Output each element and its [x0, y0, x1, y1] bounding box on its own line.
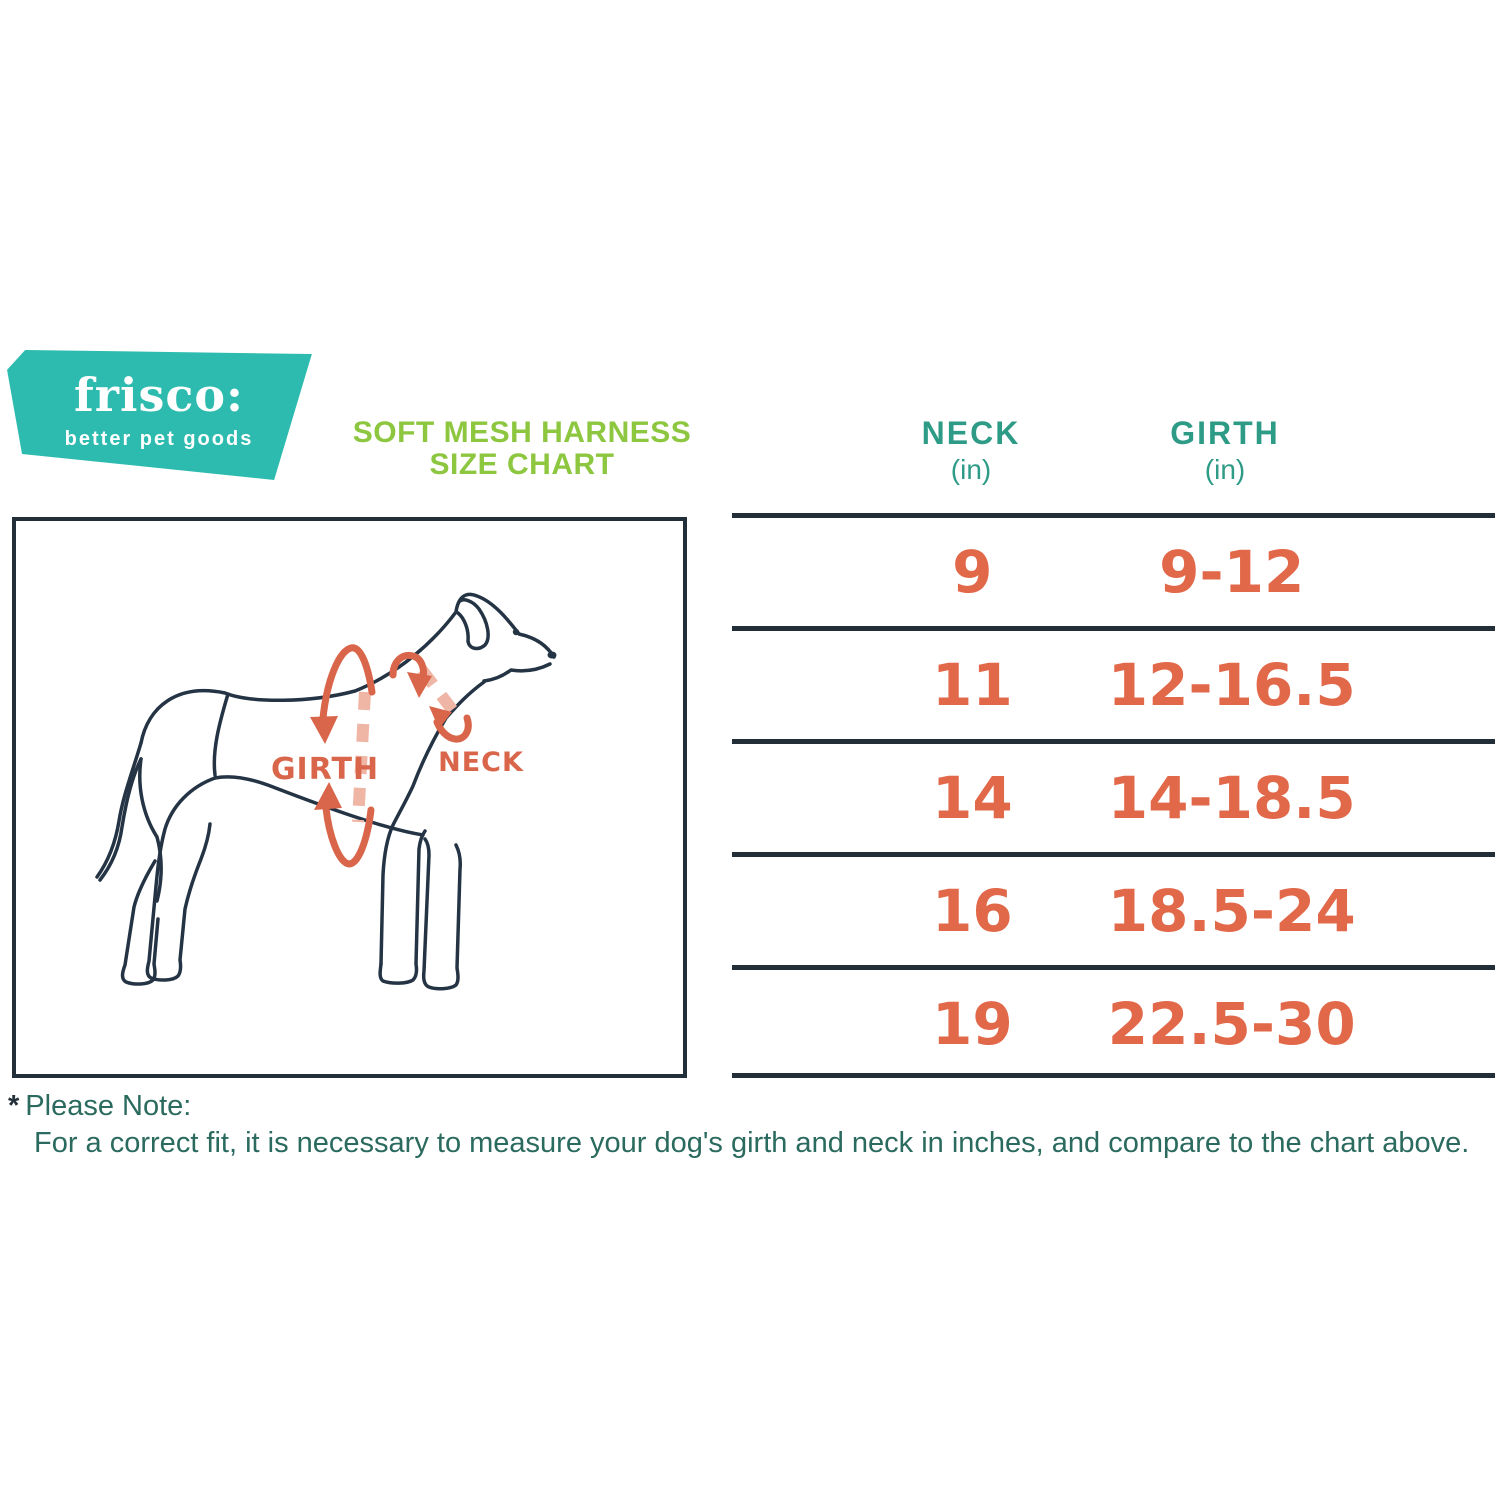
neck-header-unit: (in) — [950, 454, 992, 485]
dog-tail-inner-line — [98, 757, 143, 882]
girth-value: 22.5-30 — [1107, 990, 1356, 1058]
neck-down-arrow-icon — [407, 672, 432, 698]
note-heading: Please Note: — [25, 1090, 192, 1122]
dog-eye — [512, 628, 520, 636]
dog-rear-leg-near — [145, 776, 217, 982]
dog-diagram: GIRTH NECK — [12, 517, 687, 1078]
girth-label: GIRTH — [271, 752, 379, 787]
neck-value: 11 — [931, 651, 1013, 719]
brand-logo: frisco: — [73, 368, 245, 422]
girth-down-arrow-icon — [310, 716, 338, 744]
neck-up-arrow-icon — [429, 706, 452, 729]
dog-body-top-line — [139, 592, 556, 745]
girth-value: 12-16.5 — [1107, 651, 1356, 719]
dog-belly-line — [213, 775, 425, 837]
girth-header-label: GIRTH — [1170, 415, 1280, 451]
table-row: 11 12-16.5 — [732, 626, 1495, 739]
column-header-girth: GIRTH (in) — [1170, 415, 1280, 486]
girth-loop-lower-arc — [322, 804, 375, 868]
chart-title-line2: SIZE CHART — [429, 448, 615, 481]
dog-chest-line — [379, 680, 486, 966]
dog-thigh-back-line — [138, 757, 163, 903]
dog-front-leg-far — [421, 837, 462, 991]
neck-loop-upper-arc — [389, 651, 427, 682]
column-header-neck: NECK (in) — [922, 415, 1021, 486]
note-heading-line: * Please Note: — [8, 1090, 191, 1123]
girth-value: 18.5-24 — [1107, 877, 1356, 945]
chart-title-line1: SOFT MESH HARNESS — [352, 416, 692, 449]
girth-up-arrow-icon — [314, 782, 342, 810]
dog-ear — [456, 598, 490, 651]
girth-loop-upper-arc — [319, 644, 376, 722]
note-body: For a correct fit, it is necessary to me… — [34, 1127, 1470, 1159]
brand-banner: frisco: better pet goods — [7, 349, 312, 480]
dog-rear-leg-far — [120, 859, 160, 986]
neck-value: 9 — [952, 538, 993, 606]
table-row: 14 14-18.5 — [732, 739, 1495, 852]
dog-thigh-contour-line — [212, 692, 230, 777]
neck-label: NECK — [438, 747, 524, 778]
brand-tagline: better pet goods — [64, 428, 254, 450]
size-table: 9 9-12 11 12-16.5 14 14-18.5 16 18.5-24 … — [732, 513, 1495, 1078]
neck-value: 16 — [931, 877, 1013, 945]
neck-header-label: NECK — [921, 415, 1021, 451]
dog-front-leg-near — [378, 829, 427, 985]
chart-title: SOFT MESH HARNESS SIZE CHART — [353, 417, 692, 481]
dog-tail-line — [95, 741, 143, 879]
note-asterisk: * — [8, 1090, 20, 1122]
girth-value: 9-12 — [1159, 538, 1305, 606]
table-row: 9 9-12 — [732, 513, 1495, 626]
dog-illustration: GIRTH NECK — [95, 592, 557, 991]
neck-loop-lower-arc — [433, 714, 472, 743]
neck-value: 19 — [931, 990, 1013, 1058]
neck-value: 14 — [931, 764, 1013, 832]
dog-nose — [547, 651, 557, 659]
table-row: 16 18.5-24 — [732, 852, 1495, 965]
dog-mouth-line — [482, 662, 552, 683]
girth-dashed-line — [352, 691, 371, 823]
table-row: 19 22.5-30 — [732, 965, 1495, 1078]
girth-header-unit: (in) — [1204, 454, 1246, 485]
girth-value: 14-18.5 — [1107, 764, 1356, 832]
